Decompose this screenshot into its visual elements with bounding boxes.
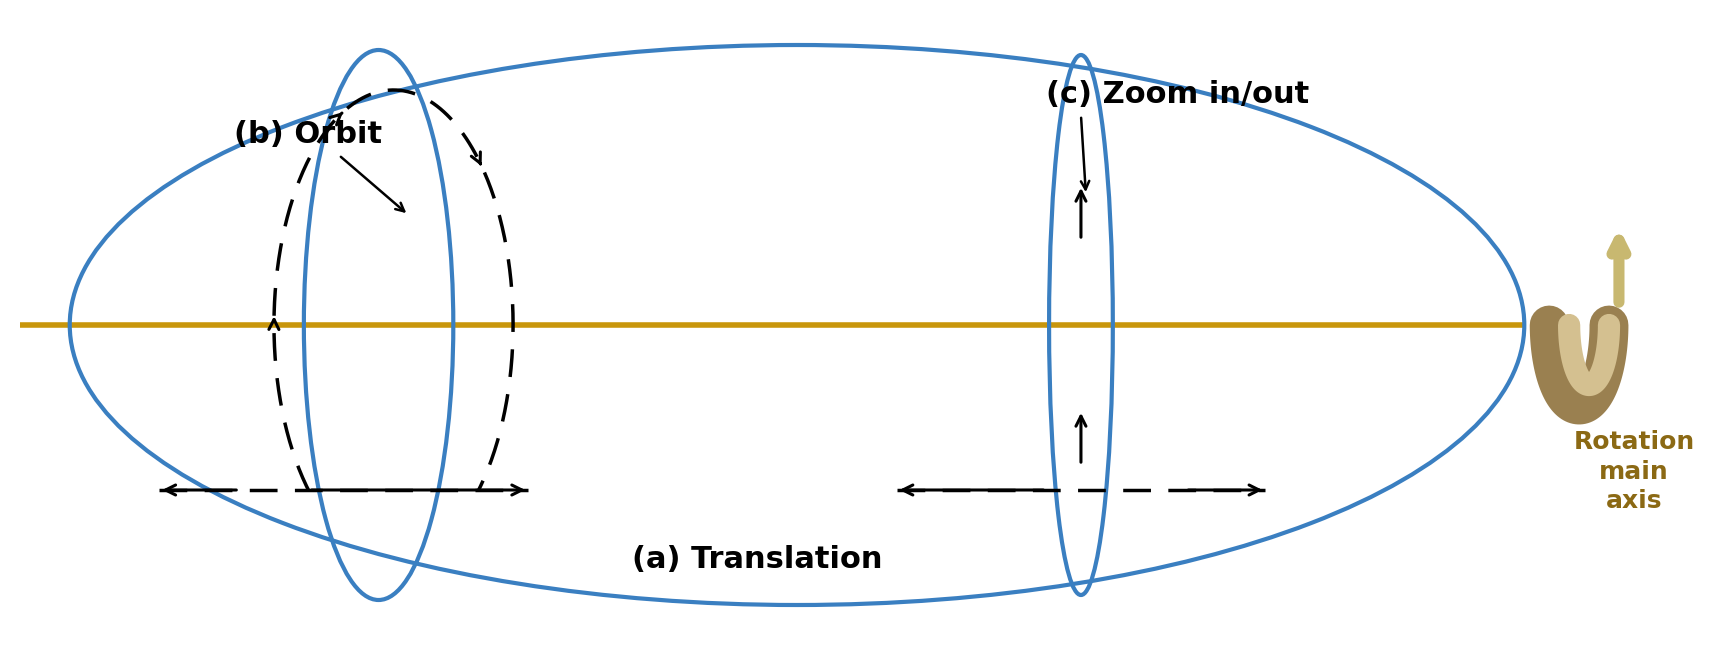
Text: (a) Translation: (a) Translation (633, 545, 882, 574)
Text: (c) Zoom in/out: (c) Zoom in/out (1047, 80, 1310, 109)
Text: Rotation
main
axis: Rotation main axis (1573, 430, 1695, 514)
Text: (b) Orbit: (b) Orbit (234, 120, 383, 149)
